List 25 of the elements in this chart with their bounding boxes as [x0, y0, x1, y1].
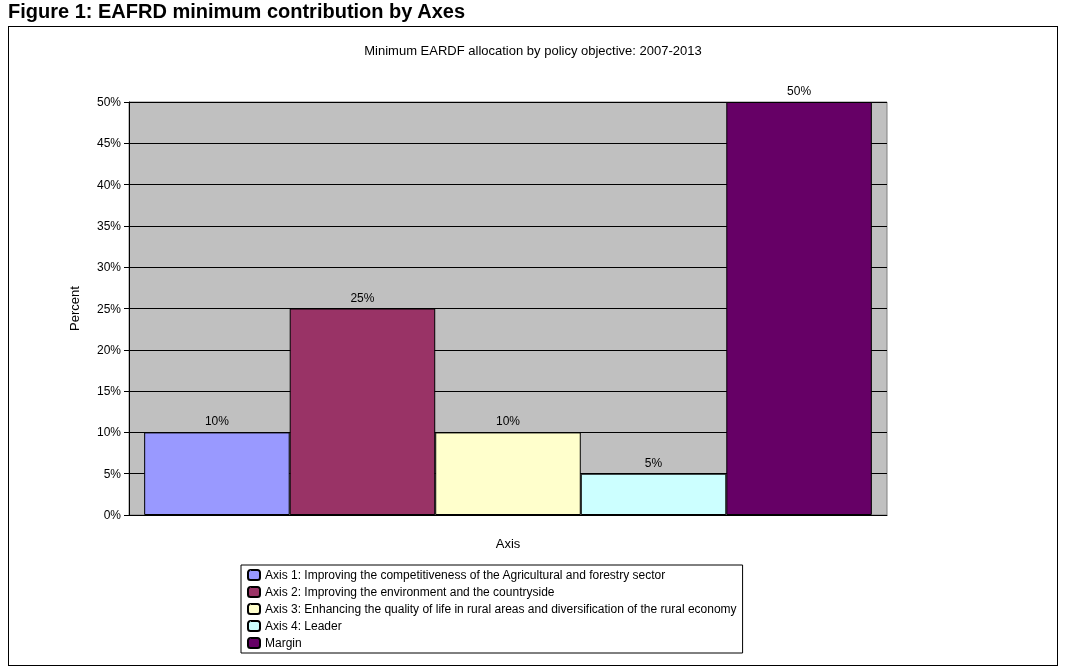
- y-tick-label: 10%: [96, 425, 122, 440]
- y-tick-label: 50%: [96, 95, 122, 109]
- y-tick-label: 20%: [96, 342, 122, 357]
- chart-subtitle: Minimum EARDF allocation by policy objective: 2007-2013: [364, 43, 702, 58]
- y-tick-label: 0%: [103, 508, 122, 522]
- legend-label: Axis 3: Enhancing the quality of life in rural areas and diversification of the rural economy: [265, 602, 737, 616]
- y-tick-label: 25%: [96, 301, 122, 316]
- data-label: 5%: [644, 455, 663, 470]
- data-label: 25%: [350, 290, 375, 305]
- legend-label: Axis 4: Leader: [265, 619, 342, 633]
- y-tick-label: 35%: [96, 218, 122, 233]
- data-label: 50%: [787, 84, 812, 98]
- y-tick-label: 40%: [96, 177, 122, 192]
- y-tick-label: 45%: [96, 136, 122, 151]
- data-label: 10%: [204, 414, 230, 429]
- legend-label: Margin: [265, 636, 302, 650]
- y-tick-label: 30%: [96, 260, 122, 275]
- chart-title: Figure 1: EAFRD minimum contribution by Axes: [8, 0, 466, 23]
- data-label: 10%: [495, 414, 521, 429]
- y-tick-label: 15%: [96, 384, 122, 399]
- x-axis-title: Axis: [495, 536, 521, 551]
- legend-label: Axis 2: Improving the environment and the countryside: [265, 585, 555, 599]
- y-axis-title: Percent: [67, 285, 82, 331]
- legend-label: Axis 1: Improving the competitiveness of the Agricultural and forestry sector: [265, 568, 666, 582]
- y-tick-label: 5%: [103, 466, 122, 481]
